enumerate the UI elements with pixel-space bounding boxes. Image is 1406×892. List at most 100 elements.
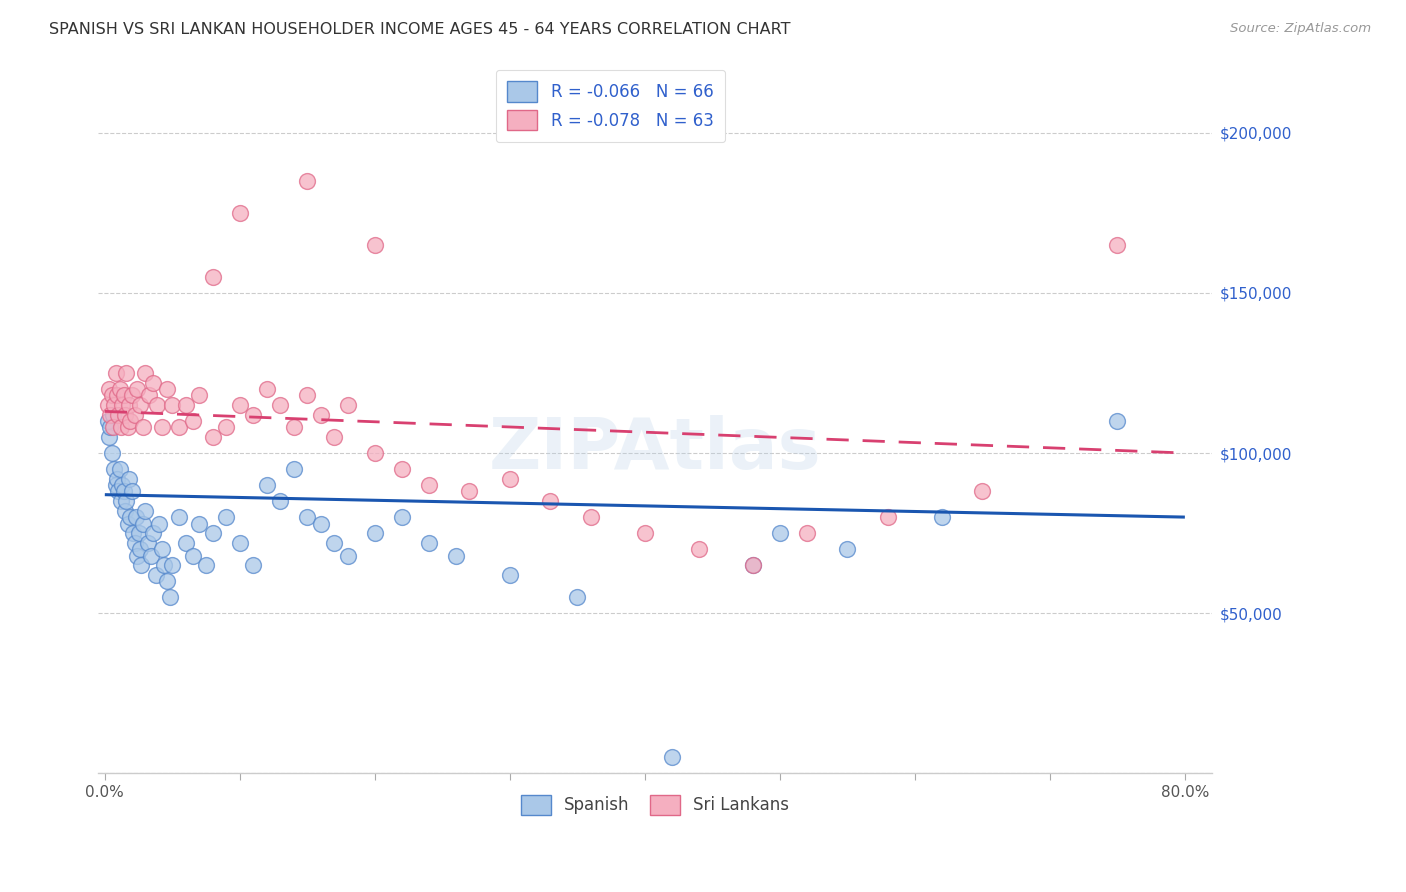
Point	[118, 472, 141, 486]
Point	[229, 205, 252, 219]
Point	[129, 558, 152, 573]
Point	[741, 558, 763, 573]
Point	[1107, 237, 1129, 252]
Point	[688, 542, 710, 557]
Point	[188, 388, 211, 402]
Point	[336, 398, 359, 412]
Point	[336, 549, 359, 563]
Point	[142, 526, 165, 541]
Point	[391, 462, 413, 476]
Point	[323, 535, 346, 549]
Point	[323, 430, 346, 444]
Point	[796, 526, 818, 541]
Point	[297, 174, 319, 188]
Point	[131, 516, 153, 531]
Point	[112, 388, 135, 402]
Point	[104, 478, 127, 492]
Point	[174, 535, 197, 549]
Point	[97, 430, 120, 444]
Point	[661, 750, 683, 764]
Point	[876, 510, 898, 524]
Point	[127, 549, 149, 563]
Point	[105, 472, 128, 486]
Point	[269, 398, 291, 412]
Point	[174, 398, 197, 412]
Point	[418, 535, 440, 549]
Point	[195, 558, 218, 573]
Point	[229, 398, 252, 412]
Point	[115, 494, 138, 508]
Point	[256, 382, 278, 396]
Point	[242, 558, 264, 573]
Point	[131, 420, 153, 434]
Point	[114, 504, 136, 518]
Point	[139, 549, 162, 563]
Point	[364, 526, 387, 541]
Point	[110, 494, 132, 508]
Point	[364, 446, 387, 460]
Point	[167, 510, 190, 524]
Point	[297, 388, 319, 402]
Point	[122, 526, 145, 541]
Point	[124, 408, 146, 422]
Point	[931, 510, 953, 524]
Point	[121, 484, 143, 499]
Point	[181, 549, 204, 563]
Point	[181, 414, 204, 428]
Point	[167, 420, 190, 434]
Point	[114, 408, 136, 422]
Point	[458, 484, 481, 499]
Point	[111, 478, 134, 492]
Point	[138, 388, 160, 402]
Point	[418, 478, 440, 492]
Point	[120, 414, 142, 428]
Point	[134, 504, 156, 518]
Point	[108, 382, 131, 396]
Text: Source: ZipAtlas.com: Source: ZipAtlas.com	[1230, 22, 1371, 36]
Point	[117, 420, 139, 434]
Point	[98, 408, 121, 422]
Point	[283, 420, 305, 434]
Point	[215, 420, 238, 434]
Point	[156, 382, 179, 396]
Legend: Spanish, Sri Lankans: Spanish, Sri Lankans	[510, 785, 799, 825]
Point	[364, 237, 387, 252]
Point	[215, 510, 238, 524]
Point	[118, 398, 141, 412]
Point	[256, 478, 278, 492]
Point	[156, 574, 179, 589]
Point	[769, 526, 792, 541]
Point	[134, 366, 156, 380]
Point	[148, 516, 170, 531]
Point	[297, 510, 319, 524]
Point	[242, 408, 264, 422]
Point	[538, 494, 561, 508]
Point	[96, 398, 118, 412]
Point	[741, 558, 763, 573]
Point	[150, 542, 173, 557]
Point	[153, 558, 176, 573]
Point	[579, 510, 602, 524]
Point	[98, 420, 121, 434]
Point	[146, 398, 169, 412]
Point	[110, 420, 132, 434]
Point	[283, 462, 305, 476]
Point	[142, 376, 165, 390]
Point	[111, 398, 134, 412]
Point	[391, 510, 413, 524]
Point	[567, 591, 589, 605]
Point	[108, 462, 131, 476]
Point	[101, 420, 124, 434]
Point	[121, 388, 143, 402]
Point	[309, 516, 332, 531]
Point	[1107, 414, 1129, 428]
Point	[162, 558, 184, 573]
Point	[105, 388, 128, 402]
Point	[120, 510, 142, 524]
Point	[188, 516, 211, 531]
Point	[115, 366, 138, 380]
Point	[837, 542, 859, 557]
Point	[112, 484, 135, 499]
Point	[100, 388, 122, 402]
Point	[128, 526, 150, 541]
